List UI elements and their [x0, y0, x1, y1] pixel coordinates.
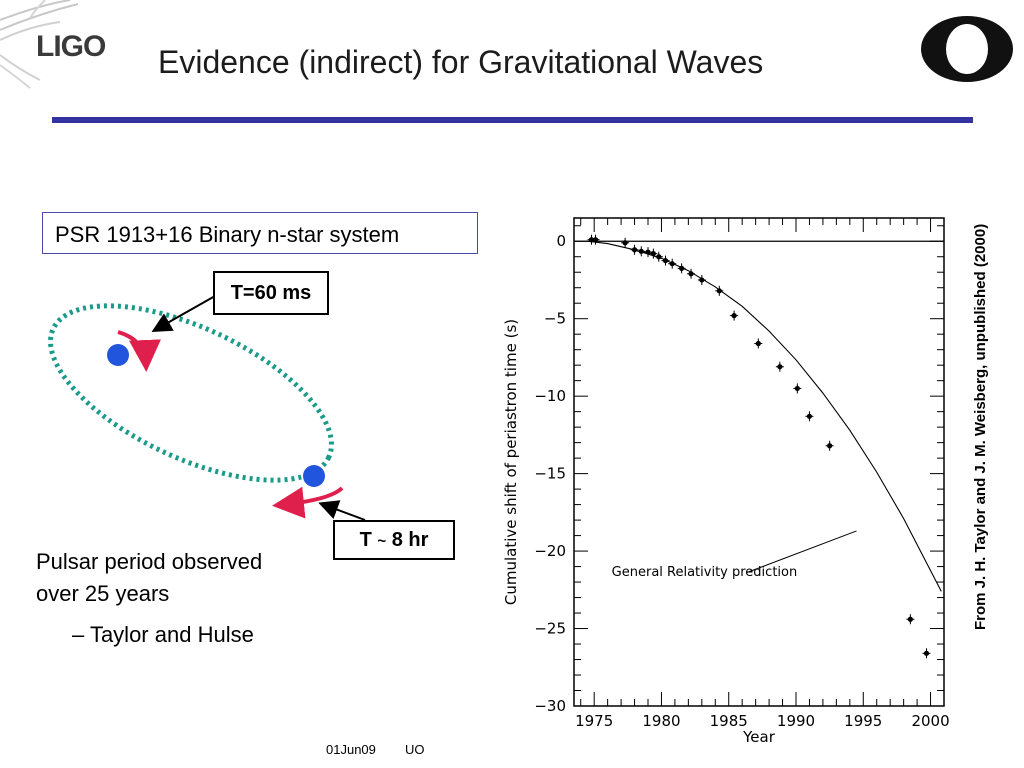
orbit-period-tilde: ~	[377, 533, 387, 550]
orbit-period-value: 8 hr	[391, 529, 429, 551]
data-point	[650, 251, 656, 257]
data-point	[755, 340, 761, 347]
orbit-period-prefix: T	[359, 529, 372, 551]
y-tick-label: −30	[534, 697, 566, 715]
y-tick-label: −20	[534, 542, 566, 560]
data-point	[794, 385, 800, 392]
footer-org: UO	[405, 742, 425, 757]
ligo-logo: LIGO	[0, 0, 130, 90]
curve-annotation-pointer	[746, 530, 857, 574]
y-tick-label: −15	[534, 465, 566, 483]
orbit-pointer	[318, 500, 366, 521]
source-note: From J. H. Taylor and J. M. Weisberg, un…	[972, 223, 989, 630]
data-point	[631, 247, 638, 253]
system-label-box: PSR 1913+16 Binary n-star system	[42, 212, 478, 254]
gr-prediction-curve	[587, 240, 942, 592]
curve-annotation: General Relativity prediction	[612, 565, 798, 580]
system-label: PSR 1913+16 Binary n-star system	[55, 222, 400, 247]
data-point	[588, 237, 595, 243]
data-point	[688, 271, 694, 277]
data-point	[716, 288, 722, 294]
uo-logo	[918, 12, 1016, 86]
data-point	[907, 616, 913, 622]
pulse-period-callout: T=60 ms	[213, 271, 329, 315]
orbit-arrow	[272, 486, 344, 519]
ligo-wordmark: LIGO	[36, 30, 106, 63]
data-point	[592, 237, 599, 243]
y-tick-label: −25	[534, 620, 566, 638]
x-tick-label: 1995	[844, 712, 882, 730]
x-axis-label: Year	[742, 728, 776, 746]
pulsar-line-1: Pulsar period observed	[36, 549, 263, 574]
data-point	[638, 248, 644, 254]
data-point	[679, 265, 685, 271]
y-tick-label: −10	[534, 387, 566, 405]
data-point	[699, 277, 705, 283]
companion-star	[303, 465, 325, 487]
x-tick-label: 2000	[911, 712, 949, 730]
orbit-period-callout: T ~ 8 hr	[333, 520, 455, 560]
ligo-swirl-icon	[0, 0, 79, 89]
pulse-pointer	[151, 295, 216, 332]
x-tick-label: 1980	[642, 712, 680, 730]
data-point	[669, 261, 675, 267]
data-point	[662, 258, 669, 264]
x-tick-label: 1985	[710, 712, 748, 730]
data-point	[731, 313, 737, 319]
x-tick-label: 1990	[777, 712, 815, 730]
pulsar-star	[107, 344, 129, 366]
footer-date: 01Jun09	[326, 742, 376, 757]
pulsar-credit: – Taylor and Hulse	[72, 622, 254, 647]
data-point	[777, 364, 783, 370]
y-axis-label: Cumulative shift of periastron time (s)	[502, 319, 520, 605]
pulsar-line-2: over 25 years	[36, 581, 170, 606]
data-point	[645, 249, 651, 255]
pulsar-description: Pulsar period observed over 25 years	[36, 546, 262, 610]
uo-logo-mark	[921, 16, 1013, 82]
slide-title: Evidence (indirect) for Gravitational Wa…	[158, 44, 764, 80]
data-point	[923, 650, 930, 656]
data-point	[827, 443, 833, 449]
spin-arrow	[117, 330, 161, 372]
data-point	[622, 240, 628, 246]
data-point	[656, 254, 662, 260]
data-point	[806, 413, 813, 419]
plot-frame	[573, 217, 945, 707]
periastron-chart: 1975 1980 1985 1990 1995 2000 0 −5 −10 −15 −20 −25 −…	[502, 217, 950, 746]
title-divider	[52, 117, 973, 123]
y-tick-label: 0	[556, 232, 566, 250]
y-tick-label: −5	[544, 310, 566, 328]
x-tick-label: 1975	[575, 712, 613, 730]
